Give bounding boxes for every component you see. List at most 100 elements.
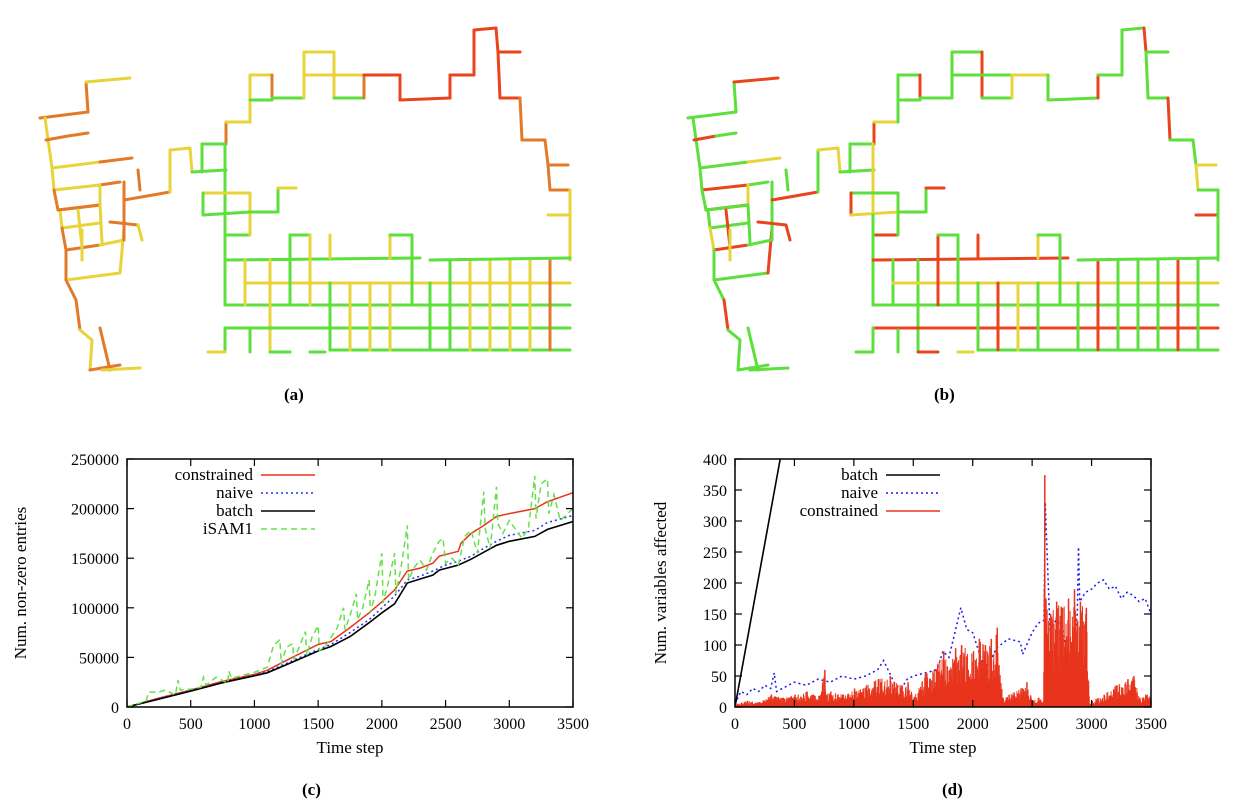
bar-peak — [747, 701, 749, 707]
bar-peak — [783, 698, 785, 707]
bar-peak — [830, 692, 832, 708]
caption-b: (b) — [934, 385, 955, 405]
trajectory-segment — [748, 182, 768, 185]
series-constrained — [127, 493, 573, 707]
bar-peak — [806, 692, 808, 708]
x-tick-label: 1000 — [238, 716, 270, 733]
bar-peak — [979, 639, 981, 707]
trajectory-segment — [60, 210, 62, 228]
trajectory-segment — [138, 225, 142, 240]
trajectory-segment — [708, 210, 710, 228]
trajectory-segment — [734, 78, 778, 82]
map-panel-a: (a) — [0, 0, 620, 410]
x-tick-label: 3000 — [1076, 716, 1108, 733]
bar-peak — [1045, 599, 1047, 708]
trajectory-segment — [80, 330, 92, 340]
legend-label-batch: batch — [216, 501, 253, 520]
y-tick-label: 200000 — [71, 502, 119, 519]
y-tick-label: 100000 — [71, 601, 119, 618]
y-tick-label: 100 — [703, 638, 727, 655]
trajectory-segment — [738, 340, 740, 370]
x-tick-label: 500 — [782, 716, 806, 733]
plot-area — [127, 476, 573, 707]
trajectory-segment — [710, 228, 714, 250]
trajectory-segment — [700, 162, 748, 168]
x-tick-label: 2000 — [366, 716, 398, 733]
trajectory-segment — [716, 133, 736, 136]
bar-peak — [866, 685, 868, 707]
trajectory-segment — [748, 240, 772, 245]
trajectory-segment — [430, 258, 570, 260]
trajectory-segment — [52, 162, 100, 168]
bar-peak — [996, 628, 998, 707]
bar-peak — [907, 682, 909, 707]
bar-peak — [943, 651, 945, 707]
bar-peak — [1145, 695, 1147, 707]
trajectory-segment — [520, 98, 522, 140]
trajectory-segment — [54, 185, 100, 190]
series-iSAM1 — [127, 476, 573, 707]
map-a-svg — [0, 0, 620, 410]
bar-peak — [890, 676, 892, 707]
trajectory-segment — [124, 192, 170, 200]
bar-peak — [818, 696, 820, 707]
trajectory-segment — [786, 225, 790, 240]
trajectory — [40, 28, 570, 370]
y-tick-label: 250 — [703, 545, 727, 562]
trajectory-segment — [758, 222, 786, 225]
trajectory-segment — [62, 228, 66, 250]
trajectory-segment — [786, 170, 788, 190]
x-tick-label: 1500 — [302, 716, 334, 733]
map-panel-b: (b) — [640, 0, 1258, 410]
trajectory-segment — [548, 165, 550, 190]
legend-label-naive: naive — [841, 483, 878, 502]
y-tick-label: 200 — [703, 576, 727, 593]
trajectory-segment — [66, 273, 120, 280]
x-tick-label: 3000 — [493, 716, 525, 733]
trajectory-segment — [1048, 98, 1098, 100]
caption-c: (c) — [302, 780, 321, 800]
trajectory-segment — [1168, 98, 1170, 140]
bar-peak — [1002, 698, 1004, 707]
y-tick-label: 150000 — [71, 551, 119, 568]
trajectory-segment — [702, 185, 748, 190]
bar-peak — [1133, 676, 1135, 707]
trajectory-segment — [714, 273, 768, 280]
trajectory-segment — [90, 340, 92, 370]
trajectory-segment — [54, 190, 58, 210]
trajectory-segment — [498, 52, 500, 98]
trajectory-segment — [192, 170, 226, 172]
trajectory-segment — [68, 133, 88, 136]
y-tick-label: 250000 — [71, 452, 119, 469]
trajectory-segment — [728, 330, 740, 340]
y-tick-label: 50 — [711, 669, 727, 686]
bar-peak — [925, 673, 927, 707]
trajectory-segment — [52, 168, 54, 190]
trajectory-segment — [724, 300, 728, 330]
trajectory-segment — [100, 158, 132, 162]
trajectory-segment — [496, 28, 498, 52]
trajectory-segment — [688, 112, 736, 118]
x-tick-label: 3500 — [557, 716, 589, 733]
bar-peak — [937, 664, 939, 707]
x-axis-label: Time step — [317, 738, 384, 757]
trajectory-segment — [100, 205, 102, 242]
trajectory-segment — [110, 222, 138, 225]
plot-frame — [127, 459, 573, 707]
trajectory-segment — [46, 136, 68, 140]
bar-peak — [1115, 685, 1117, 707]
bar-peak — [1080, 602, 1082, 707]
trajectory-segment — [772, 192, 818, 200]
caption-a: (a) — [284, 385, 304, 405]
bar-peak — [842, 695, 844, 707]
bar-peak — [1020, 688, 1022, 707]
trajectory-segment — [851, 212, 898, 215]
legend-label-constrained: constrained — [175, 465, 254, 484]
trajectory-segment — [693, 118, 700, 168]
bar-peak — [825, 695, 827, 707]
x-tick-label: 500 — [179, 716, 203, 733]
series-constrained — [735, 475, 1152, 707]
trajectory-segment — [170, 148, 190, 150]
y-tick-label: 50000 — [79, 650, 119, 667]
